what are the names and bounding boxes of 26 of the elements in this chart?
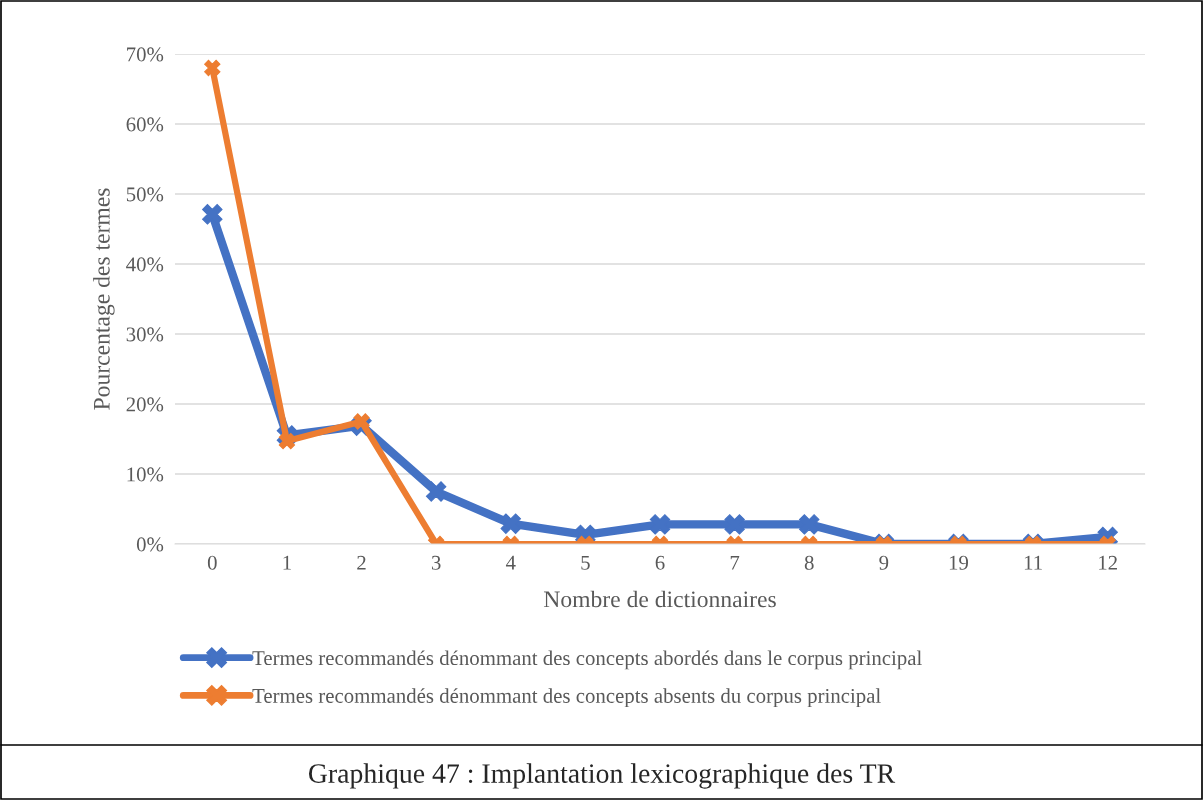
x-tick-label: 5	[581, 555, 590, 570]
y-tick-label: 0%	[136, 537, 164, 552]
x-tick-label: 0	[207, 555, 217, 570]
x-tick-label: 1	[283, 555, 291, 570]
y-axis-title: Pourcentage des termes	[93, 188, 115, 410]
x-tick-label: 4	[505, 555, 516, 570]
x-axis-title: Nombre de dictionnaires	[543, 590, 776, 608]
x-tick-label: 11	[1024, 555, 1042, 570]
y-tick-label: 10%	[127, 467, 164, 482]
x-tick-label: 6	[655, 555, 665, 570]
x-tick-label: 8	[804, 555, 814, 570]
y-tick-label: 30%	[126, 327, 164, 342]
x-tick-label: 7	[730, 555, 740, 570]
legend-label: Termes recommandés dénommant des concepts absents du corpus principal	[252, 688, 881, 708]
x-tick-label: 3	[431, 555, 441, 570]
x-tick-label: 12	[1099, 555, 1117, 570]
legend-label: Termes recommandés dénommant des concepts abordés dans le corpus principal	[252, 650, 922, 670]
x-tick-label: 9	[879, 555, 889, 570]
y-tick-label: 20%	[126, 397, 164, 412]
y-tick-label: 60%	[126, 117, 164, 132]
x-tick-label: 19	[949, 555, 969, 570]
y-tick-label: 70%	[127, 47, 164, 62]
y-tick-label: 40%	[126, 257, 164, 272]
x-tick-label: 2	[357, 555, 366, 570]
y-tick-label: 50%	[126, 187, 164, 202]
text: Graphique 47 : Implantation lexicographique des TR	[308, 763, 896, 789]
